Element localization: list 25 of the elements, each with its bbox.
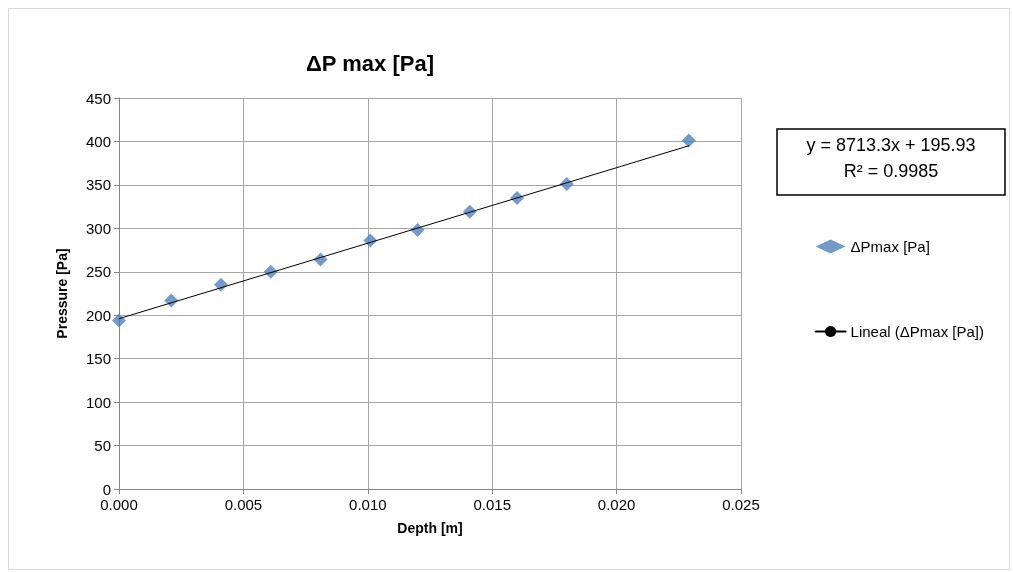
y-axis-title: Pressure [Pa]	[54, 248, 70, 339]
legend-label: Lineal (ΔPmax [Pa])	[850, 323, 984, 340]
y-tick-label: 350	[85, 176, 111, 194]
y-tick-label: 300	[85, 219, 111, 237]
y-tick-label: 0	[102, 480, 111, 498]
x-tick-label: 0.020	[597, 496, 636, 513]
text: y = 8713.3x + 195.93	[806, 135, 976, 155]
y-tick-label: 150	[85, 350, 111, 368]
y-tick-label: 200	[85, 306, 111, 324]
y-tick-label: 100	[85, 393, 111, 411]
y-tick-label: 50	[94, 437, 111, 455]
legend-label: ΔPmax [Pa]	[850, 238, 930, 255]
point	[681, 133, 696, 148]
x-tick-label: 0.000	[100, 496, 138, 513]
x-tick-label: 0.015	[473, 496, 511, 513]
chart-title: ΔP max [Pa]	[306, 50, 434, 76]
y-tick-label: 400	[85, 132, 111, 150]
text: R² = 0.9985	[843, 161, 939, 181]
x-tick-label: 0.025	[722, 496, 760, 513]
x-axis-title: Depth [m]	[397, 520, 463, 536]
x-tick-label: 0.010	[349, 496, 387, 513]
y-tick-label: 250	[85, 263, 111, 281]
y-tick-label: 450	[85, 89, 111, 107]
point	[112, 313, 126, 328]
x-tick-label: 0.005	[224, 496, 263, 513]
